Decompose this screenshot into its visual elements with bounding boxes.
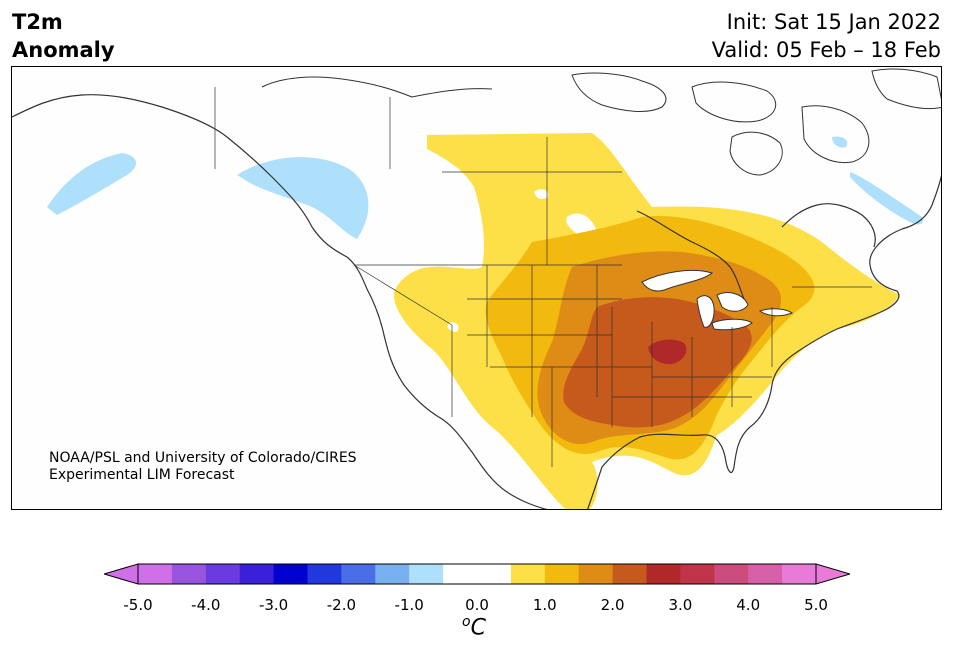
great-lakes (641, 269, 793, 331)
colorbar-cell (646, 564, 681, 584)
date-block: Init: Sat 15 Jan 2022 Valid: 05 Feb – 18… (712, 8, 941, 64)
map-canvas (12, 67, 941, 509)
colorbar-tick-labels: -5.0 -4.0 -3.0 -2.0 -1.0 0.0 1.0 2.0 3.0 4.0 5.0 (0, 596, 953, 616)
colorbar-over-arrow (815, 563, 850, 585)
colorbar-cell (612, 564, 647, 584)
colorbar-cell (714, 564, 749, 584)
colorbar-cell (443, 564, 478, 584)
colorbar-tick-label: -3.0 (258, 596, 289, 614)
credit-line-1: NOAA/PSL and University of Colorado/CIRE… (49, 450, 357, 466)
colorbar-cell (273, 564, 308, 584)
warm-anomaly-20 (563, 297, 752, 428)
colorbar-cell (138, 564, 173, 584)
anomaly-map (11, 66, 942, 510)
valid-range: Valid: 05 Feb – 18 Feb (711, 38, 941, 62)
colorbar-cell (307, 564, 342, 584)
colorbar-tick-label: -4.0 (191, 596, 221, 614)
title-block: T2m Anomaly (12, 8, 115, 64)
variable-title: T2m (12, 10, 63, 34)
init-date: Init: Sat 15 Jan 2022 (726, 10, 941, 34)
colorbar-cell (477, 564, 512, 584)
colorbar-cell (680, 564, 715, 584)
colorbar-tick-label: -5.0 (123, 596, 153, 614)
colorbar-cell (748, 564, 783, 584)
credit-text: NOAA/PSL and University of Colorado/CIRE… (49, 450, 357, 484)
arctic-islands (261, 68, 941, 176)
colorbar-border (137, 563, 817, 585)
warm-anomaly-25 (648, 339, 687, 365)
colorbar-tick-label: -1.0 (394, 596, 424, 614)
colorbar-cells (138, 564, 817, 584)
colorbar-cell (239, 564, 275, 584)
colorbar-cell (375, 564, 410, 584)
colorbar-tick-label: 4.0 (736, 596, 761, 614)
colorbar-tick-label: 2.0 (600, 596, 625, 614)
coastlines (12, 94, 941, 509)
colorbar-cell (205, 564, 241, 584)
colorbar-tick-label: -2.0 (326, 596, 357, 614)
colorbar-cell (409, 564, 444, 584)
cold-anomaly-areas (47, 136, 923, 239)
colorbar (104, 563, 850, 585)
colorbar-cell (341, 564, 376, 584)
anomaly-subtitle: Anomaly (12, 38, 115, 62)
colorbar-cell (510, 564, 546, 584)
state-borders (214, 87, 872, 467)
colorbar-unit: oC (462, 614, 486, 641)
colorbar-cell (782, 564, 817, 584)
colorbar-tick-label: 5.0 (804, 596, 828, 614)
colorbar-cell (544, 564, 580, 584)
colorbar-tick-label: 0.0 (465, 596, 489, 614)
colorbar-tick-label: 1.0 (532, 596, 557, 614)
colorbar-cell (578, 564, 614, 584)
colorbar-tick-label: 3.0 (668, 596, 693, 614)
colorbar-under-arrow (104, 563, 139, 585)
credit-line-2: Experimental LIM Forecast (49, 467, 235, 483)
colorbar-cell (171, 564, 207, 584)
